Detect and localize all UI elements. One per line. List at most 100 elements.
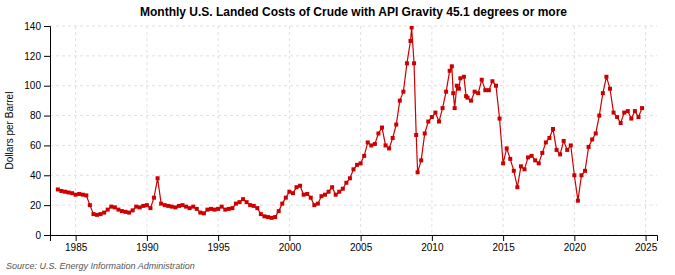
data-point (84, 193, 88, 197)
data-point (369, 143, 373, 147)
y-tick: 60 (30, 140, 50, 151)
data-point (612, 111, 616, 115)
x-tick-label: 2000 (279, 242, 302, 253)
data-point (273, 215, 277, 219)
y-tick-label: 100 (24, 80, 41, 91)
data-point (533, 158, 537, 162)
y-tick-mark (44, 145, 50, 146)
x-tick-mark (574, 235, 575, 241)
data-point (134, 205, 138, 209)
data-point (106, 208, 110, 212)
x-tick-mark (218, 235, 219, 241)
markers (56, 26, 644, 220)
chart-title: Monthly U.S. Landed Costs of Crude with … (140, 5, 567, 19)
x-tick: 2005 (350, 235, 373, 253)
data-point (398, 99, 402, 103)
data-point (626, 109, 630, 113)
data-point (608, 87, 612, 91)
data-point (380, 126, 384, 130)
data-point (284, 196, 288, 200)
annotation: Source: U.S. Energy Information Administ… (6, 261, 195, 271)
data-point (166, 204, 170, 208)
y-tick: 20 (30, 200, 50, 211)
data-point (266, 215, 270, 219)
chart-container: 1985199019952000200520102015202020250204… (0, 0, 675, 275)
data-point (109, 205, 113, 209)
x-tick-label: 2005 (350, 242, 373, 253)
x-tick: 1995 (208, 235, 231, 253)
data-point (188, 206, 192, 210)
x-tick-label: 2015 (492, 242, 515, 253)
data-point (544, 140, 548, 144)
data-point (512, 169, 516, 173)
data-point (319, 194, 323, 198)
x-tick: 1985 (65, 235, 88, 253)
data-point (458, 76, 462, 80)
x-tick-label: 1985 (65, 242, 88, 253)
data-point (565, 148, 569, 152)
data-point (191, 205, 195, 209)
y-tick-mark (44, 205, 50, 206)
data-point (562, 139, 566, 143)
data-point (426, 120, 430, 124)
data-point (230, 206, 234, 210)
data-point (473, 90, 477, 94)
data-point (302, 193, 306, 197)
grid-line-x (218, 26, 219, 235)
data-point (405, 61, 409, 65)
data-point (366, 140, 370, 144)
y-tick-mark (44, 26, 50, 27)
data-point (141, 204, 145, 208)
data-point (291, 191, 295, 195)
data-point (483, 88, 487, 92)
data-point (152, 196, 156, 200)
data-point (102, 211, 106, 215)
data-point (337, 190, 341, 194)
data-point (391, 136, 395, 140)
data-point (448, 69, 452, 73)
y-axis-title: Dollars per Barrel (4, 92, 15, 170)
data-point (280, 202, 284, 206)
data-point (223, 208, 227, 212)
data-point (437, 120, 441, 124)
data-point (555, 148, 559, 152)
data-point (394, 123, 398, 127)
y-tick: 120 (24, 51, 50, 62)
data-point (579, 173, 583, 177)
data-point (540, 151, 544, 155)
grid-line-y (50, 55, 657, 56)
data-point (508, 157, 512, 161)
data-point (583, 169, 587, 173)
data-point (99, 212, 103, 216)
data-point (59, 189, 63, 193)
y-tick-mark (44, 116, 50, 117)
x-tick-label: 2010 (421, 242, 444, 253)
data-point (537, 161, 541, 165)
data-point (465, 96, 469, 100)
data-point (120, 209, 124, 213)
data-point (526, 155, 530, 159)
data-point (227, 207, 231, 211)
data-point (430, 115, 434, 119)
data-point (494, 84, 498, 88)
data-point (91, 212, 95, 216)
data-point (334, 193, 338, 197)
data-point (330, 185, 334, 189)
data-point (316, 202, 320, 206)
data-point (145, 203, 149, 207)
data-point (270, 216, 274, 220)
data-point (590, 137, 594, 141)
data-point (444, 90, 448, 94)
data-point (453, 106, 457, 110)
data-point (184, 205, 188, 209)
data-point (88, 203, 92, 207)
data-point (248, 203, 252, 207)
grid-line-y (50, 115, 657, 116)
data-point (255, 206, 259, 210)
data-point (170, 205, 174, 209)
data-point (633, 109, 637, 113)
data-point (601, 91, 605, 95)
grid-line-x (431, 26, 432, 235)
y-tick-label: 120 (24, 51, 41, 62)
x-tick-label: 1995 (208, 242, 231, 253)
